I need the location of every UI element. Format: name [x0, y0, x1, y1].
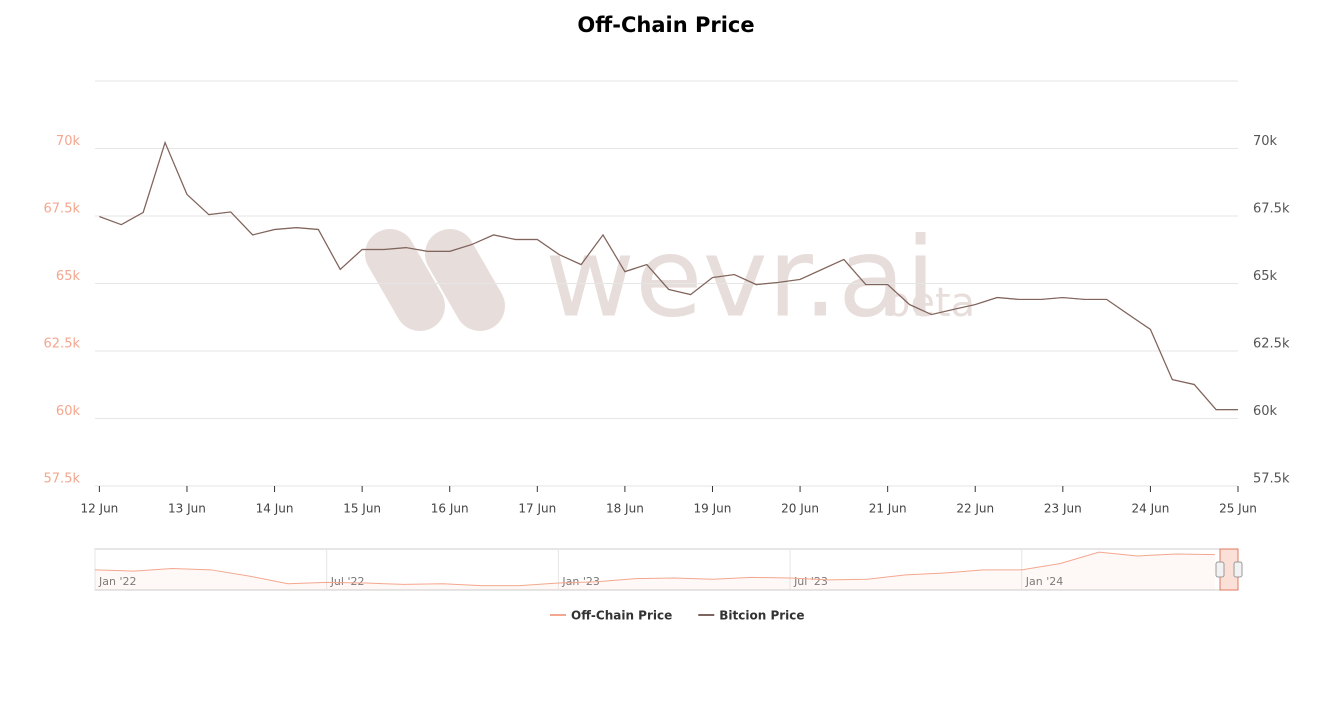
navigator-label: Jan '22 — [98, 575, 136, 588]
x-tick-label: 25 Jun — [1219, 502, 1257, 516]
x-tick-label: 12 Jun — [80, 502, 118, 516]
watermark-logo — [425, 229, 505, 331]
series-line — [99, 140, 1238, 411]
y-tick-label: 65k — [56, 269, 81, 284]
y-tick-label: 60k — [56, 404, 81, 419]
y2-tick-label: 70k — [1253, 134, 1278, 149]
y2-tick-label: 57.5k — [1253, 472, 1290, 487]
x-tick-label: 20 Jun — [781, 502, 819, 516]
x-tick-label: 19 Jun — [694, 502, 732, 516]
x-tick-label: 15 Jun — [343, 502, 381, 516]
navigator-handle[interactable] — [1215, 561, 1225, 578]
y-tick-label: 70k — [56, 134, 81, 149]
y2-tick-label: 67.5k — [1253, 202, 1290, 217]
x-tick-label: 23 Jun — [1044, 502, 1082, 516]
watermark-sub: beta — [885, 280, 975, 326]
navigator-label: Jan '24 — [1025, 575, 1063, 588]
y-tick-label: 57.5k — [44, 472, 81, 487]
x-tick-label: 22 Jun — [956, 502, 994, 516]
legend-label: Bitcion Price — [719, 609, 804, 623]
y2-tick-label: 62.5k — [1253, 337, 1290, 352]
y-tick-label: 62.5k — [44, 337, 81, 352]
chart-title: Off-Chain Price — [577, 13, 754, 37]
y2-tick-label: 60k — [1253, 404, 1278, 419]
y-tick-label: 67.5k — [44, 202, 81, 217]
x-tick-label: 13 Jun — [168, 502, 206, 516]
x-tick-label: 18 Jun — [606, 502, 644, 516]
navigator-label: Jan '23 — [561, 575, 599, 588]
x-tick-label: 24 Jun — [1131, 502, 1169, 516]
navigator-label: Jul '22 — [330, 575, 365, 588]
navigator-line — [94, 551, 1215, 587]
navigator-area — [95, 552, 1215, 590]
x-tick-label: 17 Jun — [518, 502, 556, 516]
x-tick-label: 14 Jun — [256, 502, 294, 516]
x-tick-label: 21 Jun — [869, 502, 907, 516]
legend-label: Off-Chain Price — [571, 609, 672, 623]
watermark-logo — [365, 229, 445, 331]
navigator-handle[interactable] — [1233, 561, 1243, 578]
x-tick-label: 16 Jun — [431, 502, 469, 516]
y2-tick-label: 65k — [1253, 269, 1278, 284]
watermark: wevr.ai beta — [365, 213, 975, 341]
